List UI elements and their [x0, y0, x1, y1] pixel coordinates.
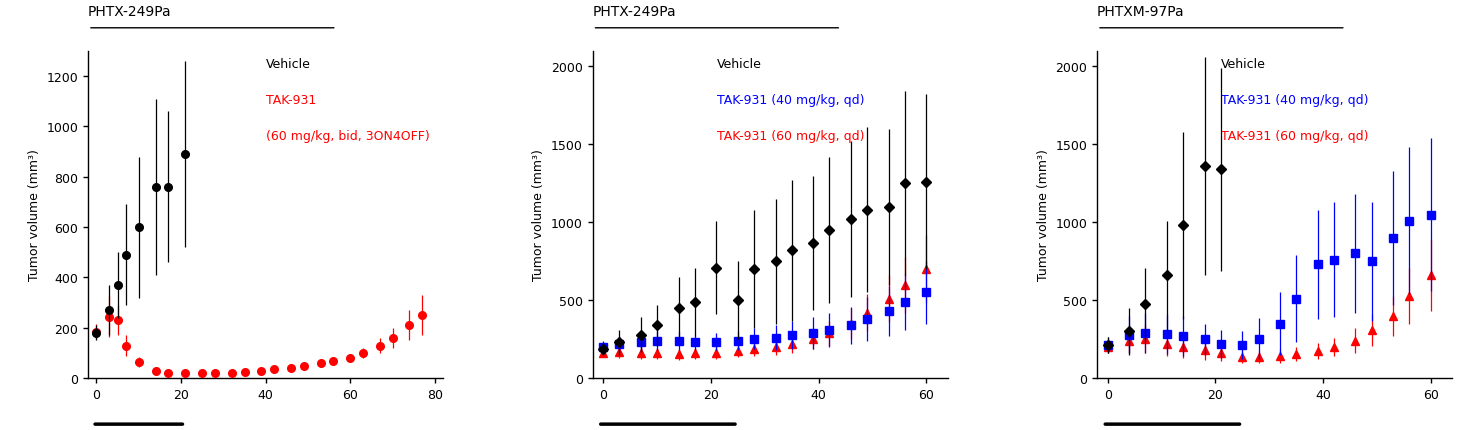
Text: TAK-931 (40 mg/kg, qd): TAK-931 (40 mg/kg, qd)	[717, 94, 864, 107]
Y-axis label: Tumor volume (mm³): Tumor volume (mm³)	[28, 149, 41, 281]
Y-axis label: Tumor volume (mm³): Tumor volume (mm³)	[533, 149, 546, 281]
Text: PHTXM-97Pa: PHTXM-97Pa	[1097, 5, 1185, 19]
Text: Vehicle: Vehicle	[1222, 58, 1266, 71]
Text: TAK-931: TAK-931	[266, 94, 315, 107]
Text: PHTX-249Pa: PHTX-249Pa	[593, 5, 676, 19]
Text: Vehicle: Vehicle	[717, 58, 761, 71]
Text: TAK-931 (60 mg/kg, qd): TAK-931 (60 mg/kg, qd)	[1222, 130, 1369, 143]
Text: (60 mg/kg, bid, 3ON4OFF): (60 mg/kg, bid, 3ON4OFF)	[266, 130, 430, 143]
Text: TAK-931 (60 mg/kg, qd): TAK-931 (60 mg/kg, qd)	[717, 130, 864, 143]
Text: TAK-931 (40 mg/kg, qd): TAK-931 (40 mg/kg, qd)	[1222, 94, 1369, 107]
Y-axis label: Tumor volume (mm³): Tumor volume (mm³)	[1037, 149, 1050, 281]
Text: Vehicle: Vehicle	[266, 58, 311, 71]
Text: PHTX-249Pa: PHTX-249Pa	[88, 5, 172, 19]
